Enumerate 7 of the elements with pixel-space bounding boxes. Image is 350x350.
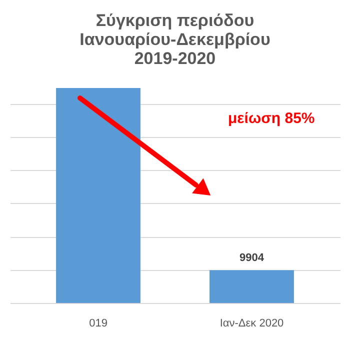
text: Σύγκριση περιόδου <box>96 11 254 30</box>
x-tick-label: Ιαν-Δεκ 2020 <box>220 318 284 330</box>
x-tick-label: 019 <box>89 318 108 330</box>
data-label: 9904 <box>240 252 265 264</box>
text: Ιανουαρίου-Δεκεμβρίου <box>80 30 270 49</box>
text: 2019-2020 <box>134 49 216 68</box>
annotation: μείωση 85% <box>228 110 315 127</box>
